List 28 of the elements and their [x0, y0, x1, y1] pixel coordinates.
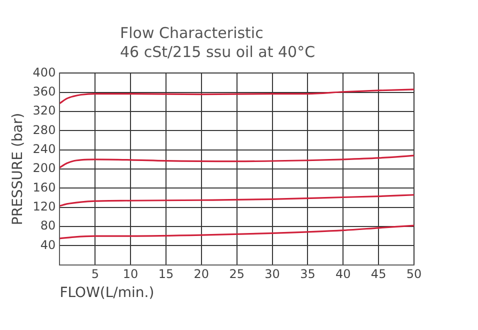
y-tick-label: 80 [40, 218, 56, 233]
y-tick-label: 160 [32, 180, 56, 194]
y-tick-label: 360 [32, 84, 56, 98]
x-tick-label: 50 [406, 267, 422, 282]
line-series [60, 224, 414, 240]
y-tick-label: 200 [32, 161, 56, 176]
x-tick-label: 25 [229, 267, 244, 282]
x-tick-label: 35 [300, 267, 316, 282]
x-axis-title: FLOW(L/min.) [60, 285, 154, 302]
y-tick-label: 320 [32, 104, 56, 118]
y-tick-label: 240 [32, 142, 56, 156]
y-axis-title: PRESSURE (bar) [10, 112, 26, 226]
x-tick-label: 15 [158, 267, 174, 282]
x-tick-label: 10 [122, 267, 138, 282]
y-tick-label: 400 [32, 65, 56, 80]
line-series [60, 194, 414, 207]
y-tick-label: 40 [40, 238, 56, 252]
x-tick-label: 40 [336, 267, 351, 282]
x-tick-label: 30 [264, 267, 280, 282]
chart-title: Flow Characteristic [120, 24, 264, 43]
line-series [60, 88, 414, 104]
y-tick-label: 280 [32, 122, 56, 137]
y-tick-label: 120 [32, 199, 56, 214]
x-tick-label: 20 [194, 267, 210, 282]
x-tick-label: 45 [370, 267, 386, 282]
chart-subtitle: 46 cSt/215 ssu oil at 40°C [120, 43, 316, 62]
line-series [60, 154, 414, 168]
x-tick-label: 5 [91, 267, 99, 282]
